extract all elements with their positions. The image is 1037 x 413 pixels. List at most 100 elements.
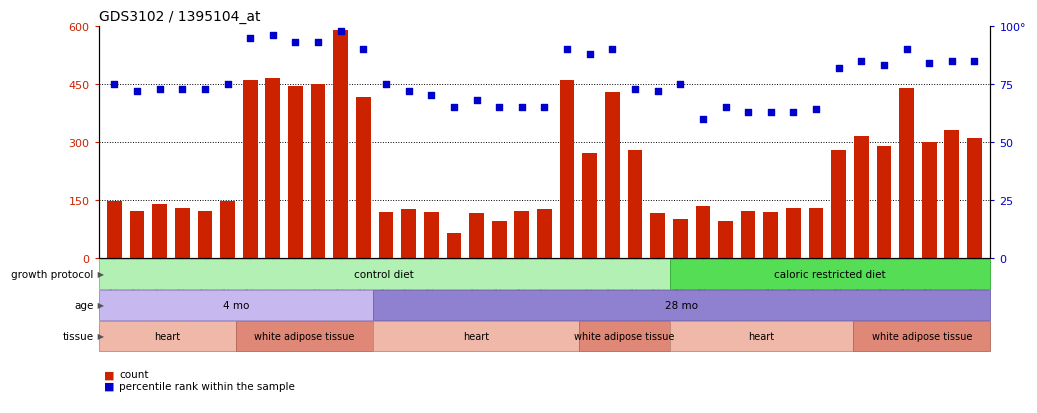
Bar — [945, 131, 959, 258]
Text: GDS3102 / 1395104_at: GDS3102 / 1395104_at — [99, 10, 260, 24]
Point — [106, 81, 122, 88]
Bar — [424, 213, 439, 258]
Point — [966, 58, 983, 65]
Text: 28 mo: 28 mo — [665, 300, 698, 310]
Bar — [899, 88, 914, 258]
Point — [762, 109, 779, 116]
Bar — [514, 212, 529, 258]
Text: count: count — [119, 370, 148, 380]
Point — [469, 97, 485, 104]
Text: heart: heart — [749, 331, 775, 341]
Bar — [696, 206, 710, 258]
Bar — [356, 98, 370, 258]
Point — [536, 104, 553, 111]
Point — [718, 104, 734, 111]
Point — [808, 107, 824, 114]
Bar — [719, 221, 733, 258]
Bar — [763, 213, 778, 258]
Bar — [832, 150, 846, 258]
Bar — [99, 321, 235, 351]
Text: white adipose tissue: white adipose tissue — [871, 331, 972, 341]
Point — [739, 109, 756, 116]
Bar — [401, 210, 416, 258]
Bar — [673, 220, 688, 258]
Point — [129, 88, 145, 95]
Bar — [583, 154, 597, 258]
Bar — [373, 321, 579, 351]
Text: white adipose tissue: white adipose tissue — [574, 331, 675, 341]
Point — [377, 81, 394, 88]
Text: ▶: ▶ — [95, 332, 105, 340]
Bar — [537, 210, 552, 258]
Point — [559, 47, 576, 53]
Point — [649, 88, 666, 95]
Text: heart: heart — [463, 331, 488, 341]
Bar — [220, 201, 235, 258]
Point — [197, 86, 214, 93]
Bar — [243, 81, 257, 258]
Bar — [99, 259, 670, 289]
Bar — [447, 233, 461, 258]
Text: 4 mo: 4 mo — [223, 300, 249, 310]
Bar — [650, 214, 665, 258]
Bar — [968, 139, 982, 258]
Point — [287, 40, 304, 46]
Point — [219, 81, 235, 88]
Bar — [175, 208, 190, 258]
Bar — [265, 79, 280, 258]
Text: white adipose tissue: white adipose tissue — [254, 331, 355, 341]
Bar — [333, 31, 348, 258]
Point — [310, 40, 327, 46]
Point — [626, 86, 643, 93]
Bar — [235, 321, 373, 351]
Bar — [130, 212, 144, 258]
Bar — [560, 81, 574, 258]
Bar — [99, 290, 373, 320]
Point — [695, 116, 711, 123]
Text: ■: ■ — [104, 381, 114, 391]
Point — [491, 104, 507, 111]
Bar — [373, 290, 990, 320]
Point — [582, 51, 598, 58]
Point — [944, 58, 960, 65]
Bar — [152, 204, 167, 258]
Text: tissue: tissue — [62, 331, 93, 341]
Point — [921, 61, 937, 67]
Bar — [492, 221, 506, 258]
Bar — [579, 321, 670, 351]
Text: growth protocol: growth protocol — [11, 269, 93, 279]
Text: heart: heart — [155, 331, 180, 341]
Bar — [670, 321, 853, 351]
Text: age: age — [74, 300, 93, 310]
Bar — [809, 208, 823, 258]
Bar — [605, 93, 620, 258]
Point — [400, 88, 417, 95]
Bar — [627, 150, 642, 258]
Text: percentile rank within the sample: percentile rank within the sample — [119, 381, 296, 391]
Point — [333, 28, 349, 35]
Text: caloric restricted diet: caloric restricted diet — [775, 269, 886, 279]
Point — [446, 104, 463, 111]
Point — [151, 86, 168, 93]
Bar — [786, 209, 801, 258]
Point — [174, 86, 191, 93]
Point — [672, 81, 689, 88]
Point — [513, 104, 530, 111]
Bar — [469, 214, 484, 258]
Point — [831, 65, 847, 72]
Text: ■: ■ — [104, 370, 114, 380]
Bar — [379, 213, 393, 258]
Bar — [197, 211, 213, 258]
Bar — [922, 142, 936, 258]
Bar — [288, 87, 303, 258]
Point — [785, 109, 802, 116]
Bar — [740, 212, 756, 258]
Bar — [107, 201, 121, 258]
Bar — [853, 137, 869, 258]
Bar — [670, 259, 990, 289]
Point — [898, 47, 915, 53]
Bar — [853, 321, 990, 351]
Point — [264, 33, 281, 39]
Point — [242, 35, 258, 42]
Bar — [876, 146, 892, 258]
